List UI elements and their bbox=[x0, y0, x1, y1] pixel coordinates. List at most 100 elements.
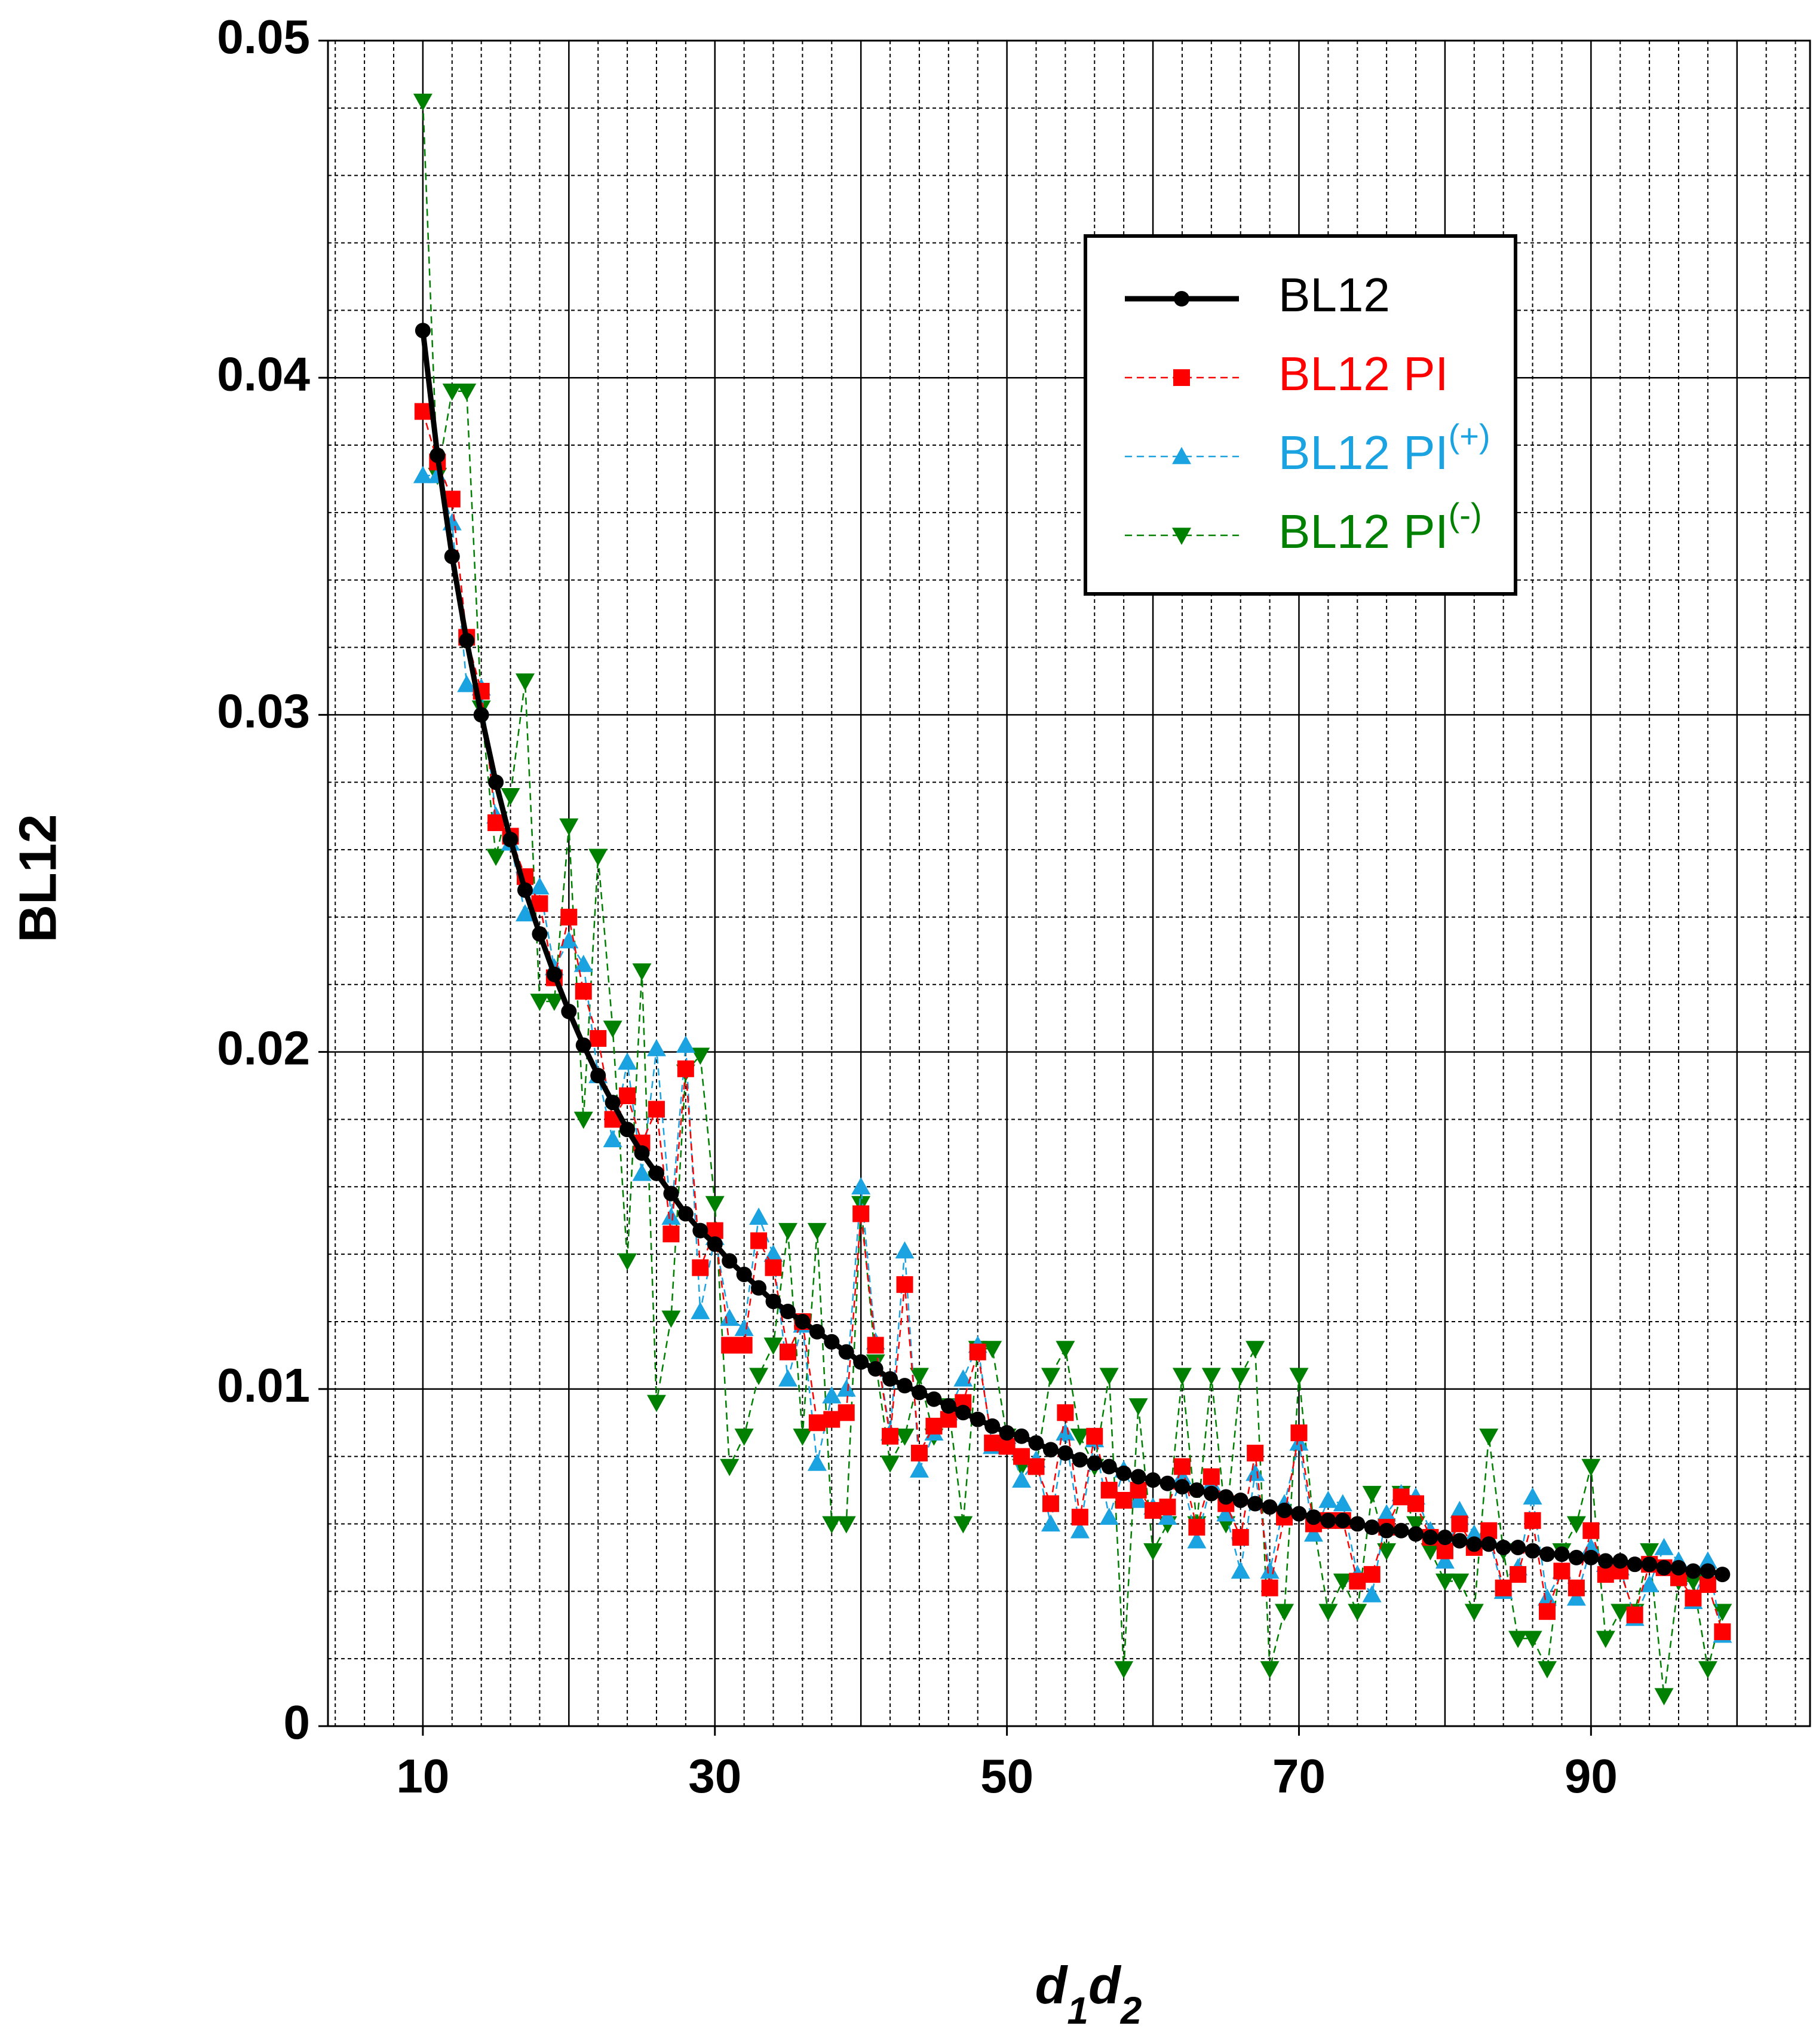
point bbox=[940, 1411, 957, 1428]
point bbox=[881, 1455, 900, 1473]
point bbox=[661, 1208, 681, 1225]
point bbox=[1333, 1494, 1352, 1512]
point bbox=[750, 1232, 768, 1249]
point bbox=[1435, 1573, 1455, 1591]
point bbox=[1188, 1519, 1205, 1536]
point bbox=[1510, 1566, 1527, 1583]
x-tick-label: 30 bbox=[688, 1749, 741, 1803]
point bbox=[1070, 1428, 1090, 1446]
point bbox=[1130, 1482, 1147, 1499]
point bbox=[457, 383, 477, 401]
point bbox=[1042, 1442, 1059, 1458]
point bbox=[559, 818, 579, 836]
point bbox=[605, 1095, 621, 1111]
point bbox=[1348, 1604, 1367, 1622]
point bbox=[1640, 1543, 1659, 1561]
point bbox=[1714, 1623, 1731, 1641]
point bbox=[1364, 1519, 1380, 1536]
y-tick-label: 0.04 bbox=[217, 347, 310, 400]
point bbox=[1262, 1499, 1278, 1515]
point bbox=[487, 814, 505, 831]
point bbox=[867, 1360, 884, 1377]
point bbox=[648, 1165, 664, 1181]
point bbox=[1597, 1553, 1613, 1569]
point bbox=[779, 1343, 796, 1360]
point bbox=[1201, 1368, 1221, 1386]
point bbox=[807, 1222, 827, 1240]
point bbox=[910, 1444, 928, 1461]
point bbox=[677, 1206, 694, 1222]
point bbox=[1450, 1573, 1470, 1591]
point bbox=[1041, 1514, 1060, 1532]
point bbox=[851, 1196, 871, 1213]
point bbox=[1640, 1575, 1659, 1592]
x-label-part: 1 bbox=[1067, 1989, 1088, 2032]
point bbox=[1407, 1495, 1425, 1512]
point bbox=[1028, 1435, 1044, 1451]
point bbox=[1231, 1561, 1250, 1579]
point bbox=[1583, 1549, 1599, 1565]
point bbox=[778, 1222, 797, 1240]
x-label-part: d bbox=[1088, 1956, 1122, 2015]
point bbox=[1099, 1507, 1119, 1525]
point bbox=[1246, 1463, 1265, 1481]
point bbox=[1246, 1341, 1265, 1359]
point bbox=[1627, 1556, 1643, 1573]
point bbox=[1451, 1515, 1468, 1533]
plot-frame bbox=[327, 39, 1811, 1727]
point bbox=[1305, 1509, 1321, 1525]
point bbox=[1173, 1458, 1191, 1475]
point bbox=[1421, 1543, 1440, 1561]
point bbox=[619, 1121, 636, 1138]
point bbox=[1189, 1482, 1205, 1498]
point bbox=[955, 1405, 971, 1421]
point bbox=[882, 1371, 898, 1387]
point bbox=[1566, 1588, 1586, 1606]
point bbox=[1596, 1631, 1615, 1648]
point bbox=[661, 1310, 681, 1328]
point bbox=[720, 1308, 740, 1326]
point bbox=[1116, 1465, 1132, 1481]
point bbox=[1466, 1536, 1482, 1552]
point bbox=[970, 1411, 986, 1427]
point bbox=[1408, 1526, 1424, 1542]
point bbox=[677, 1060, 694, 1077]
point bbox=[530, 877, 550, 894]
point bbox=[780, 1304, 796, 1320]
point bbox=[691, 1047, 710, 1065]
point bbox=[1216, 1504, 1236, 1522]
point bbox=[1056, 1423, 1075, 1441]
point bbox=[1523, 1631, 1542, 1648]
point bbox=[1379, 1522, 1395, 1539]
point bbox=[1159, 1475, 1176, 1491]
y-tick-label: 0.03 bbox=[217, 685, 310, 738]
x-tick-label: 50 bbox=[980, 1749, 1033, 1803]
point bbox=[1581, 1458, 1601, 1476]
point bbox=[517, 882, 533, 898]
point bbox=[1290, 1424, 1308, 1442]
point bbox=[413, 465, 432, 483]
point bbox=[1260, 1561, 1280, 1579]
legend-marker bbox=[1172, 447, 1191, 464]
point bbox=[1101, 1458, 1117, 1475]
point bbox=[662, 1225, 680, 1243]
point bbox=[632, 963, 652, 981]
point bbox=[851, 1177, 871, 1195]
point bbox=[1435, 1551, 1455, 1569]
y-axis-label: BL12 bbox=[8, 814, 67, 942]
point bbox=[808, 1414, 826, 1432]
point bbox=[1700, 1563, 1716, 1579]
point bbox=[1289, 1368, 1309, 1386]
x-tick-label: 90 bbox=[1565, 1749, 1618, 1803]
point bbox=[1100, 1482, 1118, 1499]
point bbox=[544, 994, 564, 1011]
legend-marker bbox=[1173, 369, 1190, 386]
point bbox=[749, 1208, 769, 1225]
point bbox=[1539, 1603, 1556, 1620]
point bbox=[530, 994, 550, 1011]
point bbox=[573, 954, 593, 972]
point bbox=[1041, 1368, 1060, 1386]
point bbox=[911, 1384, 927, 1401]
point bbox=[648, 1101, 665, 1118]
